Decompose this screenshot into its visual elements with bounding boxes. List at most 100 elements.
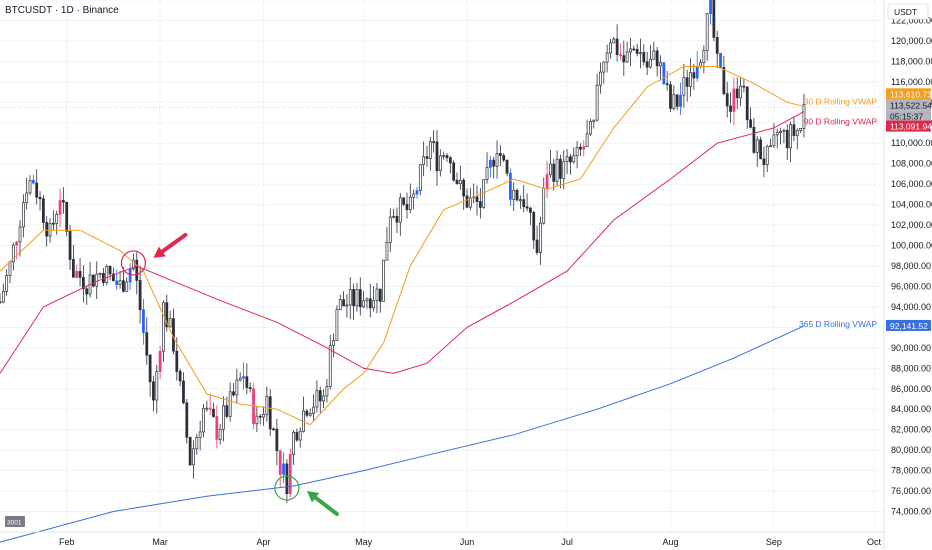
candle-body	[398, 197, 402, 223]
candle-body	[265, 396, 269, 415]
candle-body	[222, 405, 225, 430]
y-tick-label: 96,000.00	[891, 281, 931, 291]
candle-body	[438, 155, 442, 172]
candle-body	[412, 193, 416, 198]
candle-body	[0, 301, 2, 304]
candle-body	[542, 187, 546, 224]
candle-body	[338, 299, 342, 310]
candle-body	[609, 42, 612, 54]
y-tick-label: 98,000.00	[891, 261, 931, 271]
candle-body	[732, 88, 736, 112]
candle-body	[752, 126, 756, 153]
candle-body	[615, 38, 619, 56]
candle-body	[362, 300, 365, 308]
candle-body	[592, 119, 596, 122]
candle-body	[622, 55, 626, 63]
label-90d-vwap: 90 D Rolling VWAP	[804, 117, 878, 127]
candle-body	[775, 132, 779, 136]
candle-body	[258, 415, 262, 418]
candle-body	[365, 298, 369, 302]
annotation-arrow-head-0	[153, 246, 166, 258]
candle-body	[629, 48, 632, 53]
candle-body	[739, 85, 742, 99]
y-tick-label: 82,000.00	[891, 425, 931, 435]
candle-body	[75, 271, 79, 278]
currency-button[interactable]	[887, 3, 929, 20]
candle-body	[15, 241, 19, 246]
candle-body	[539, 222, 542, 253]
candle-body	[458, 179, 462, 184]
candle-body	[378, 288, 382, 302]
candle-body	[225, 405, 229, 417]
candle-body	[569, 156, 572, 163]
candle-body	[352, 289, 355, 307]
candle-body	[549, 163, 552, 176]
candle-body	[295, 431, 299, 441]
candle-body	[85, 288, 89, 295]
candle-body	[789, 124, 792, 149]
candle-body	[68, 230, 72, 260]
candle-body	[529, 207, 532, 213]
candle-body	[385, 242, 389, 261]
badge-countdown	[886, 110, 931, 122]
candle-body	[625, 51, 629, 63]
x-tick-label: Oct	[867, 537, 882, 547]
candle-body	[128, 268, 132, 283]
price-axis[interactable]: 74,000.00 76,000.00 78,000.00 80,000.00 82,0…	[891, 15, 932, 516]
candle-body	[579, 146, 582, 150]
candle-body	[372, 300, 375, 309]
candle-body	[782, 129, 786, 132]
badge-365d-vwap	[886, 319, 931, 331]
candle-body	[589, 121, 592, 135]
candle-body	[115, 280, 119, 286]
candle-body	[555, 158, 559, 182]
candle-body	[492, 159, 496, 167]
candle-body	[795, 130, 799, 136]
candle-body	[672, 94, 676, 109]
candle-body	[132, 259, 135, 270]
candle-body	[45, 222, 49, 237]
annotation-layer	[120, 232, 339, 517]
candle-body	[442, 155, 446, 157]
candle-body	[288, 454, 292, 494]
y-tick-label: 100,000.00	[891, 241, 932, 251]
candle-body	[585, 133, 589, 147]
candle-body	[135, 259, 139, 281]
candle-body	[802, 104, 806, 129]
y-tick-label: 120,000.00	[891, 36, 932, 46]
candle-body	[382, 259, 386, 302]
candle-body	[55, 213, 59, 224]
candle-body	[595, 84, 599, 121]
candle-body	[41, 198, 45, 223]
annotation-arrow-shaft-1	[313, 495, 339, 517]
candle-body	[762, 158, 766, 165]
candle-body	[315, 390, 319, 408]
candle-body	[689, 72, 692, 87]
candle-body	[145, 332, 149, 356]
y-tick-label: 74,000.00	[891, 507, 931, 517]
candle-body	[565, 156, 569, 162]
x-tick-label: Apr	[257, 537, 271, 547]
candle-body	[705, 13, 709, 51]
candle-body	[502, 155, 506, 161]
corner-badge[interactable]	[5, 516, 25, 527]
y-tick-label: 80,000.00	[891, 445, 931, 455]
candle-body	[779, 130, 782, 134]
candle-body	[312, 406, 315, 414]
candle-body	[38, 196, 42, 200]
candle-body	[408, 196, 412, 210]
candle-body	[719, 53, 722, 68]
candle-body	[118, 280, 122, 286]
candle-body	[195, 436, 199, 450]
time-axis[interactable]: Feb Mar Apr May Jun Jul Aug Sep Oct	[59, 537, 882, 547]
currency-label: USDT	[894, 7, 917, 17]
candle-body	[138, 280, 142, 311]
annotation-circle-1	[274, 475, 300, 501]
x-tick-label: Aug	[662, 537, 678, 547]
candle-body	[562, 161, 566, 179]
candle-body	[699, 62, 702, 67]
candle-body	[602, 61, 606, 73]
annotation-arrow-head-1	[306, 491, 320, 503]
candle-body	[5, 275, 9, 292]
